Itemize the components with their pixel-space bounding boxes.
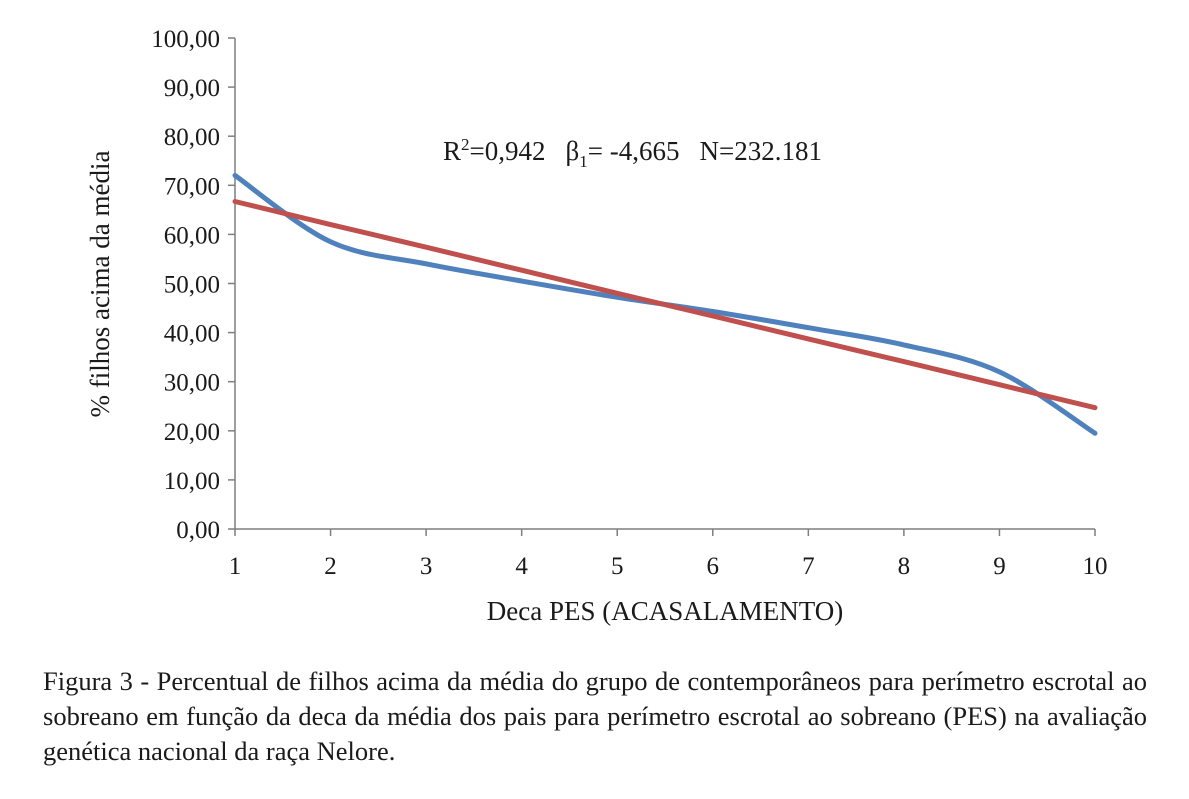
figure-caption: Figura 3 - Percentual de filhos acima da… [43,666,1147,766]
r2-label: R [443,136,461,166]
y-tick-label: 80,00 [164,124,220,151]
y-tick-label: 90,00 [164,75,220,102]
y-ticks: 0,00 10,00 20,00 30,00 40,00 50,00 60,00 70,00 8… [151,26,235,544]
x-tick-label: 10 [1083,553,1108,580]
x-tick-label: 9 [993,553,1006,580]
y-tick-label: 0,00 [176,517,220,544]
x-tick-label: 2 [324,553,337,580]
beta-value: = -4,665 [588,136,680,166]
x-tick-label: 1 [229,553,242,580]
x-tick-label: 7 [802,553,815,580]
y-tick-label: 70,00 [164,173,220,200]
x-tick-label: 3 [420,553,433,580]
y-tick-label: 40,00 [164,321,220,348]
y-tick-label: 60,00 [164,222,220,249]
y-tick-label: 30,00 [164,370,220,397]
r2-value: =0,942 [470,136,546,166]
y-tick-label: 100,00 [151,26,220,53]
r2-superscript: 2 [461,135,470,154]
stats-annotation: R2=0,942 β1= -4,665 N=232.181 [443,135,822,171]
y-tick-label: 10,00 [164,468,220,495]
y-tick-label: 50,00 [164,272,220,299]
n-value: N=232.181 [699,136,821,166]
x-axis-label: Deca PES (ACASALAMENTO) [487,596,843,626]
x-ticks: 1 2 3 4 5 6 7 8 9 10 [229,529,1108,580]
x-tick-label: 5 [611,553,624,580]
y-axis-label: % filhos acima da média [85,151,115,418]
x-tick-label: 6 [707,553,720,580]
x-tick-label: 8 [898,553,911,580]
y-tick-label: 20,00 [164,419,220,446]
series-layer [232,172,1098,436]
line-chart: 0,00 10,00 20,00 30,00 40,00 50,00 60,00 70,00 8… [85,26,1108,626]
x-tick-label: 4 [515,553,528,580]
beta-subscript: 1 [579,152,588,171]
beta-label: β [566,136,580,166]
trend-line [232,199,1098,411]
